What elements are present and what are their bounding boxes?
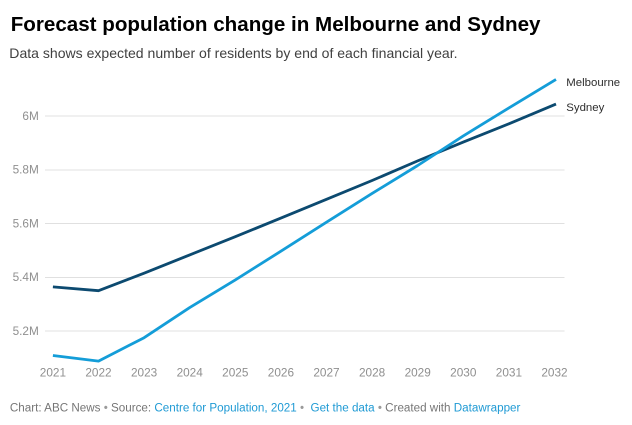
svg-text:2024: 2024 <box>177 366 204 380</box>
svg-text:6M: 6M <box>22 109 38 123</box>
svg-text:Sydney: Sydney <box>566 102 604 114</box>
svg-text:5.6M: 5.6M <box>13 216 39 230</box>
svg-text:2026: 2026 <box>268 366 295 380</box>
svg-text:2025: 2025 <box>222 366 249 380</box>
svg-text:Data shows expected number of: Data shows expected number of residents … <box>9 45 457 61</box>
svg-text:2031: 2031 <box>496 366 522 380</box>
svg-text:Forecast population change in: Forecast population change in Melbourne … <box>11 13 541 36</box>
svg-text:2022: 2022 <box>85 366 111 380</box>
svg-text:5.4M: 5.4M <box>13 270 39 284</box>
svg-text:5.2M: 5.2M <box>13 324 39 338</box>
svg-text:2023: 2023 <box>131 366 158 380</box>
svg-text:Chart: ABC News • Source: Cent: Chart: ABC News • Source: Centre for Pop… <box>10 402 521 415</box>
svg-text:5.8M: 5.8M <box>13 163 39 177</box>
svg-text:2027: 2027 <box>313 366 339 380</box>
svg-text:2021: 2021 <box>40 366 66 380</box>
svg-text:2029: 2029 <box>405 366 431 380</box>
svg-text:Melbourne: Melbourne <box>566 77 620 89</box>
svg-text:2028: 2028 <box>359 366 386 380</box>
svg-text:2030: 2030 <box>450 366 477 380</box>
svg-text:2032: 2032 <box>541 366 567 380</box>
